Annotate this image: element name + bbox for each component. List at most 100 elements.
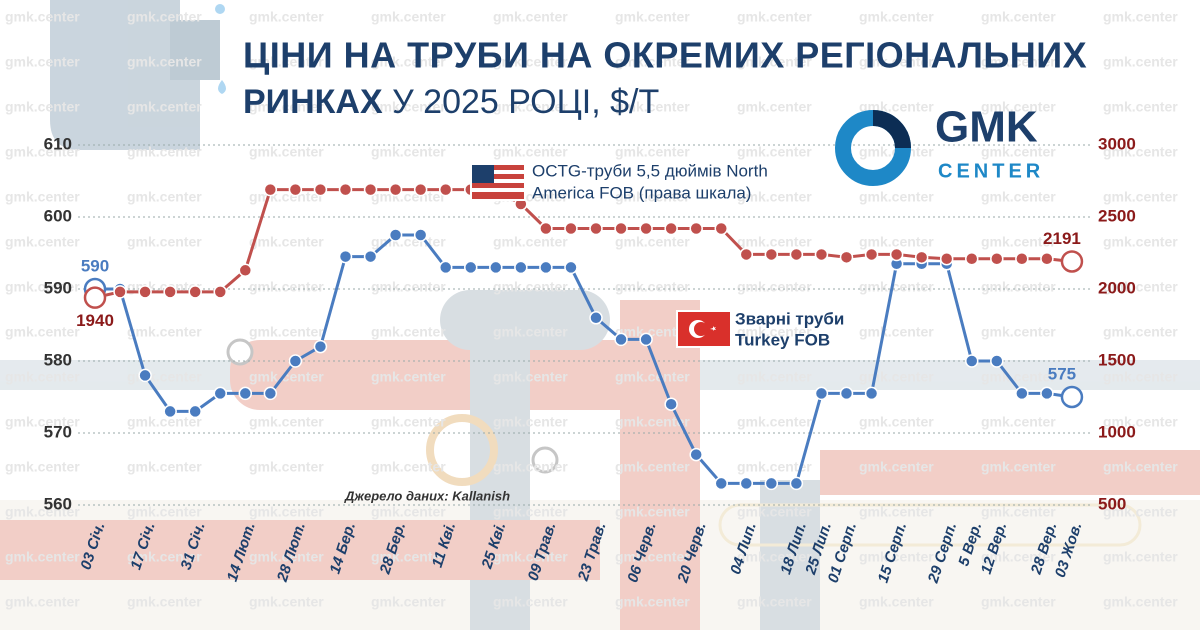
watermark: gmk.center <box>493 279 568 295</box>
legend-turkey: Зварні труби Turkey FOB <box>676 309 844 349</box>
watermark: gmk.center <box>859 369 934 385</box>
data-point <box>413 228 428 242</box>
watermark: gmk.center <box>981 9 1056 25</box>
data-point <box>689 221 703 236</box>
watermark: gmk.center <box>5 234 80 250</box>
watermark: gmk.center <box>493 234 568 250</box>
data-point <box>564 260 578 275</box>
data-point <box>990 354 1004 368</box>
watermark: gmk.center <box>127 234 202 250</box>
series-line <box>95 233 1073 485</box>
watermark: gmk.center <box>1103 9 1178 25</box>
data-label: 1940 <box>76 311 114 330</box>
watermark: gmk.center <box>249 594 324 610</box>
watermark: gmk.center <box>1103 234 1178 250</box>
data-point <box>438 182 453 197</box>
data-point <box>263 386 278 401</box>
data-point <box>138 285 152 299</box>
data-point <box>939 252 954 266</box>
data-point <box>83 286 107 309</box>
watermark: gmk.center <box>859 459 934 475</box>
data-point <box>1040 252 1054 266</box>
watermark: gmk.center <box>981 414 1056 430</box>
data-point <box>814 386 829 401</box>
watermark: gmk.center <box>493 504 568 520</box>
y-tick-label: 560 <box>44 494 72 513</box>
watermark: gmk.center <box>5 369 80 385</box>
watermark: gmk.center <box>127 459 202 475</box>
data-point <box>714 221 728 236</box>
watermark: gmk.center <box>371 99 446 115</box>
y2-tick-label: 2000 <box>1098 278 1136 297</box>
data-point <box>839 386 854 401</box>
data-point <box>188 285 202 299</box>
flag-us <box>472 165 524 199</box>
data-point <box>965 252 979 266</box>
logo-subtext: CENTER <box>938 160 1044 182</box>
watermark: gmk.center <box>737 234 812 250</box>
watermark: gmk.center <box>859 234 934 250</box>
watermark: gmk.center <box>249 459 324 475</box>
data-label: 2191 <box>1043 229 1081 248</box>
data-point <box>614 332 628 347</box>
watermark: gmk.center <box>981 594 1056 610</box>
data-point <box>388 182 403 197</box>
watermark: gmk.center <box>127 144 202 160</box>
watermarks: gmk.center gmk.center gmk.center gmk.center… <box>5 9 1178 610</box>
data-point <box>288 182 303 197</box>
watermark: gmk.center <box>371 594 446 610</box>
data-point <box>965 354 979 368</box>
watermark: gmk.center <box>249 234 324 250</box>
y2-tick-label: 3000 <box>1098 134 1136 153</box>
y-tick-label: 590 <box>44 278 72 297</box>
watermark: gmk.center <box>5 414 80 430</box>
data-point <box>889 247 904 262</box>
watermark: gmk.center <box>127 9 202 25</box>
data-point <box>188 404 202 419</box>
data-point <box>689 447 703 462</box>
watermark: gmk.center <box>981 54 1056 70</box>
y-tick-label: 600 <box>44 206 72 225</box>
watermark: gmk.center <box>615 504 690 520</box>
watermark: gmk.center <box>371 144 446 160</box>
data-label: 590 <box>81 256 109 275</box>
data-point <box>864 247 879 262</box>
markers <box>83 182 1084 491</box>
data-point <box>589 311 603 325</box>
watermark: gmk.center <box>981 324 1056 340</box>
watermark: gmk.center <box>859 324 934 340</box>
data-point <box>614 221 628 236</box>
watermark: gmk.center <box>1103 414 1178 430</box>
watermark: gmk.center <box>371 369 446 385</box>
watermark: gmk.center <box>249 54 324 70</box>
data-point <box>789 247 804 262</box>
data-point <box>539 260 553 275</box>
data-point <box>413 182 428 197</box>
watermark: gmk.center <box>371 504 446 520</box>
data-point <box>914 250 929 265</box>
watermark: gmk.center <box>615 9 690 25</box>
watermark: gmk.center <box>981 279 1056 295</box>
data-point <box>363 182 378 197</box>
watermark: gmk.center <box>981 504 1056 520</box>
watermark: gmk.center <box>1103 369 1178 385</box>
chart-title: РИНКАХ У 2025 РОЦІ, $/Т <box>243 83 659 121</box>
data-point <box>990 252 1004 266</box>
watermark: gmk.center <box>493 9 568 25</box>
watermark: gmk.center <box>1103 594 1178 610</box>
data-point <box>514 260 528 275</box>
data-point <box>1040 386 1054 401</box>
data-point <box>263 182 278 197</box>
data-point <box>489 260 503 275</box>
data-point <box>864 386 879 401</box>
chart-title: ЦІНИ НА ТРУБИ НА ОКРЕМИХ РЕГІОНАЛЬНИХ <box>243 35 1087 76</box>
series-line <box>94 188 1073 300</box>
data-point <box>213 386 227 401</box>
watermark: gmk.center <box>5 144 80 160</box>
watermark: gmk.center <box>981 369 1056 385</box>
data-point <box>639 332 653 347</box>
watermark: gmk.center <box>5 279 80 295</box>
watermark: gmk.center <box>249 99 324 115</box>
y2-tick-label: 500 <box>1098 494 1126 513</box>
